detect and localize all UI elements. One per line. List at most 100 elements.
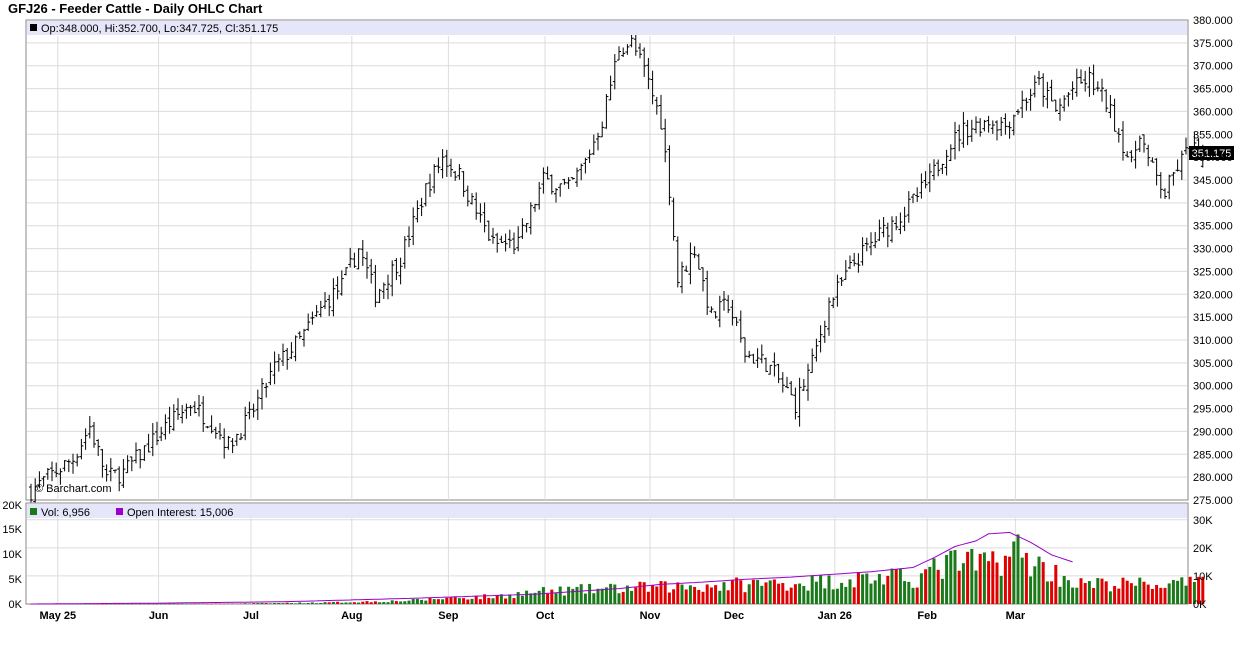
price-tick-label: 335.000	[1193, 221, 1233, 233]
volume-bar	[1108, 591, 1112, 604]
volume-bar	[659, 581, 663, 604]
ohlc-bar	[1116, 127, 1121, 143]
ohlc-bar	[209, 415, 214, 434]
volume-bar	[239, 603, 243, 605]
volume-bar	[596, 588, 600, 604]
ohlc-bar	[226, 435, 231, 450]
ohlc-bar	[453, 170, 458, 181]
ohlc-bar	[188, 404, 193, 416]
ohlc-bar	[558, 183, 563, 197]
volume-bar	[323, 602, 327, 604]
volume-bar	[680, 584, 684, 604]
volume-tick-label-right: 20K	[1193, 543, 1213, 555]
volume-bar	[655, 586, 659, 604]
volume-bar	[310, 602, 314, 604]
ohlc-bar	[398, 257, 403, 285]
volume-bar	[441, 599, 445, 604]
price-tick-label: 345.000	[1193, 175, 1233, 187]
volume-bar	[541, 587, 545, 604]
volume-bar	[1159, 587, 1163, 604]
volume-bar	[764, 582, 768, 604]
volume-tick-label-right: 10K	[1193, 571, 1213, 583]
ohlc-bar	[818, 325, 823, 353]
volume-bar	[399, 601, 403, 604]
ohlc-bar	[373, 264, 378, 308]
ohlc-bar	[650, 70, 655, 105]
volume-bar	[894, 568, 898, 604]
volume-bar	[147, 604, 151, 605]
ohlc-bar	[402, 236, 407, 269]
ohlc-bar	[1100, 78, 1104, 102]
ohlc-bar	[692, 246, 697, 259]
volume-bar	[705, 584, 709, 604]
volume-bar	[1020, 557, 1024, 604]
volume-bar	[701, 591, 705, 604]
volume-bar	[1121, 577, 1125, 604]
ohlc-bar	[1045, 81, 1050, 109]
volume-bar	[117, 604, 121, 605]
ohlc-bar	[877, 219, 882, 242]
volume-bar	[126, 604, 130, 605]
volume-bar	[340, 602, 344, 604]
ohlc-bar	[1133, 140, 1138, 169]
volume-bar	[516, 592, 520, 604]
volume-bar	[777, 583, 781, 604]
volume-bar	[235, 603, 239, 605]
volume-bar	[991, 551, 995, 604]
ohlc-bar	[1158, 172, 1163, 199]
volume-bar	[856, 572, 860, 604]
volume-bar	[676, 582, 680, 604]
volume-bar	[1176, 580, 1180, 604]
ohlc-bar	[524, 223, 529, 233]
ohlc-bar	[1171, 172, 1176, 186]
volume-bar	[327, 602, 331, 604]
ohlc-bar	[604, 94, 609, 129]
volume-bar	[453, 597, 457, 604]
ohlc-bar	[276, 353, 281, 372]
ohlc-bar	[764, 357, 768, 372]
volume-bar	[949, 550, 953, 604]
ohlc-bar	[96, 439, 101, 456]
volume-bar	[684, 589, 688, 604]
ohlc-bar	[66, 459, 71, 473]
ohlc-bar	[982, 119, 987, 132]
ohlc-bar	[176, 398, 180, 420]
ohlc-bar	[843, 260, 848, 280]
ohlc-bar	[944, 149, 949, 176]
ohlc-bar	[281, 343, 285, 367]
volume-bar	[961, 563, 965, 604]
volume-bar	[835, 588, 839, 604]
ohlc-bar	[104, 464, 109, 482]
ohlc-bar	[344, 267, 348, 276]
ohlc-bar	[360, 239, 365, 266]
ohlc-bars	[29, 28, 1205, 511]
volume-bar	[1142, 581, 1146, 604]
volume-bar	[210, 603, 214, 605]
volume-bar	[201, 603, 205, 605]
ohlc-bar	[230, 438, 235, 454]
ohlc-bar	[348, 247, 353, 268]
ohlc-bar	[167, 406, 172, 434]
volume-bar	[877, 574, 881, 604]
ohlc-bar	[696, 253, 701, 270]
ohlc-bar	[768, 364, 773, 375]
volume-bar	[735, 577, 739, 604]
volume-bar	[600, 588, 604, 604]
ohlc-bar	[839, 277, 844, 286]
volume-bar	[172, 603, 176, 605]
volume-bar	[978, 553, 982, 604]
volume-bar	[756, 580, 760, 604]
volume-bar	[751, 579, 755, 604]
volume-bar	[651, 584, 655, 604]
oi-legend-text: Open Interest: 15,006	[127, 507, 233, 519]
ohlc-bar	[310, 311, 315, 325]
ohlc-bar	[222, 428, 227, 459]
price-tick-label: 295.000	[1193, 404, 1233, 416]
volume-bar	[806, 590, 810, 604]
ohlc-bar	[684, 265, 689, 272]
volume-bar	[747, 584, 751, 604]
ohlc-bar	[180, 405, 185, 424]
volume-bar	[298, 602, 302, 604]
ohlc-bar	[159, 426, 164, 442]
volume-bar	[554, 593, 558, 604]
